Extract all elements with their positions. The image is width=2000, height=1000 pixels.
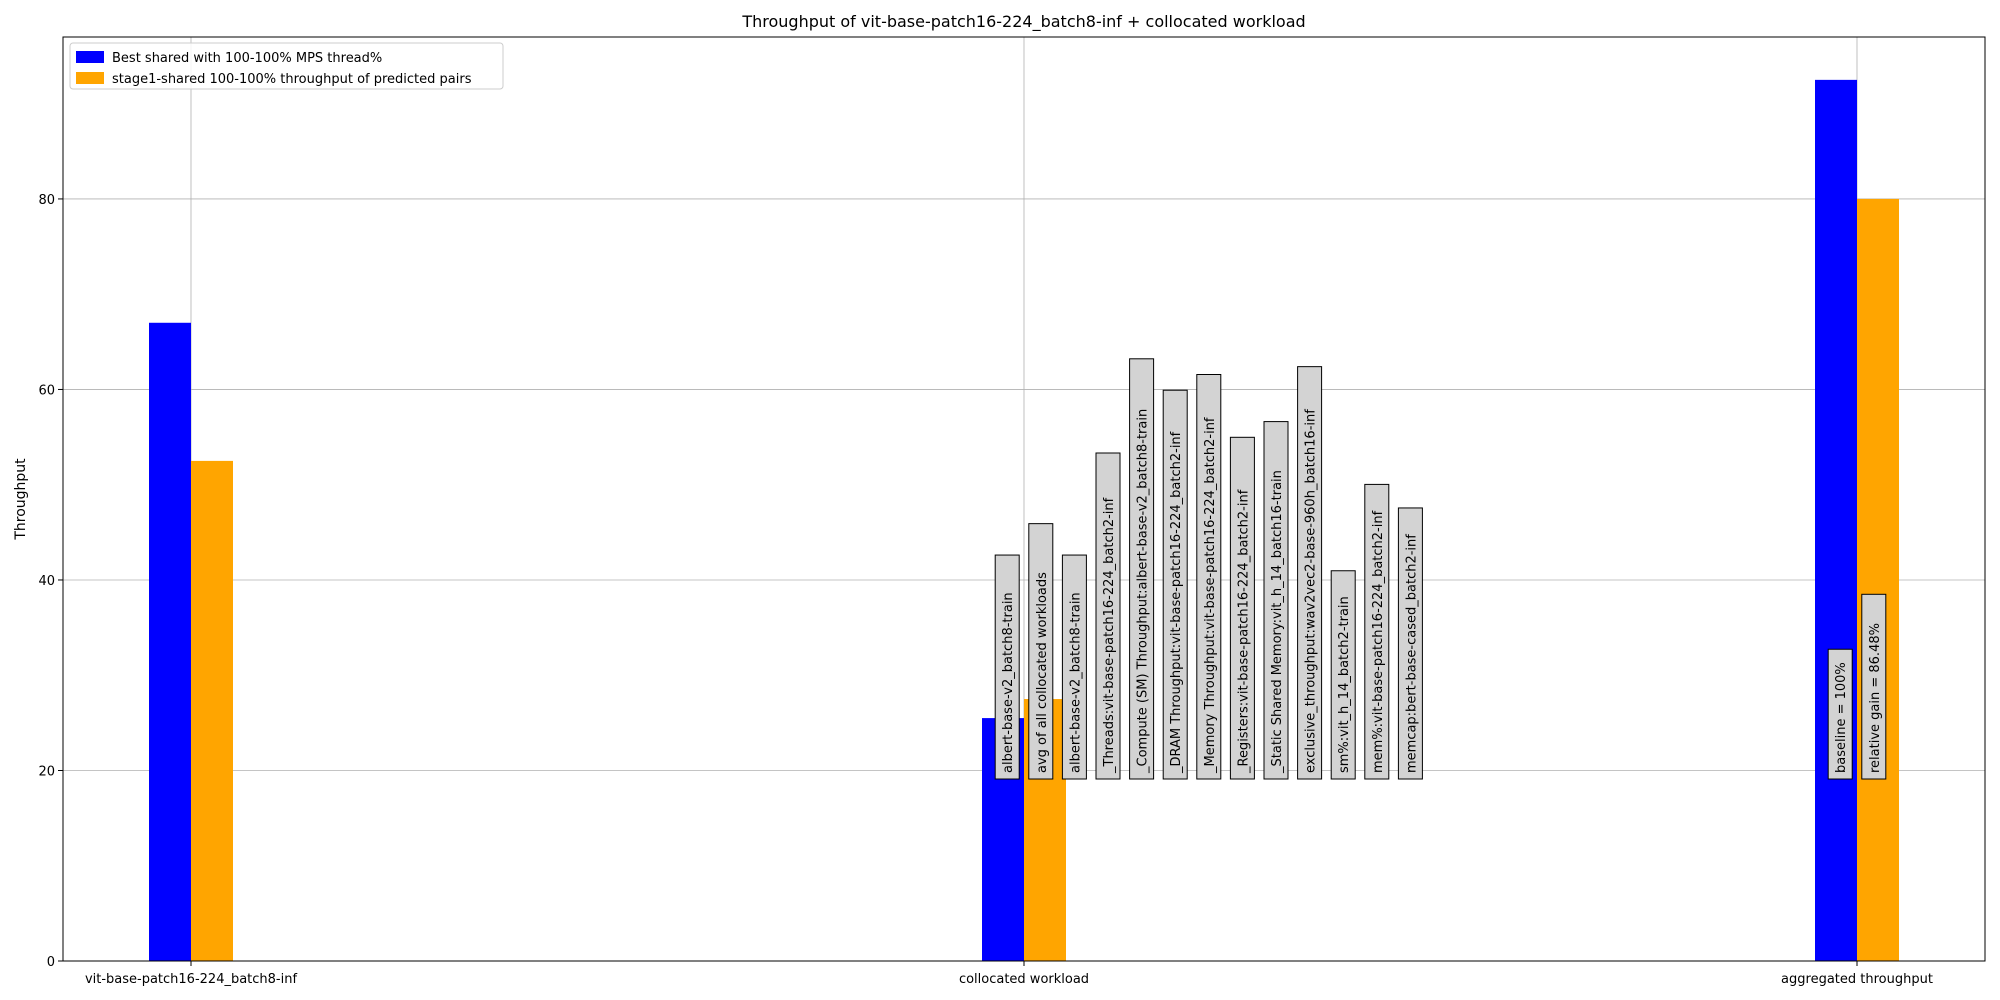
annotation-label: baseline = 100%	[1827, 648, 1853, 780]
legend-swatch	[76, 72, 104, 84]
annotation-text: sm%:vit_h_14_batch2-train	[1337, 596, 1352, 773]
annotation-box	[994, 554, 1020, 780]
annotation-text: avg of all collocated workloads	[1035, 572, 1050, 773]
bar-best-shared	[1815, 79, 1857, 962]
annotation-box	[1330, 570, 1356, 780]
annotation-text: albert-base-v2_batch8-train	[1001, 592, 1016, 773]
annotation-box	[1397, 507, 1423, 780]
x-tick-label: aggregated throughput	[1781, 972, 1933, 987]
annotation-box	[1129, 358, 1155, 780]
annotation-text: memcap:bert-base-cased_batch2-inf	[1404, 534, 1419, 773]
y-tick-label: 0	[47, 955, 55, 970]
annotation-text: _Memory Throughput:vit-base-patch16-224_…	[1203, 417, 1218, 774]
annotation-box	[1061, 554, 1087, 780]
annotation-text: mem%:vit-base-patch16-224_batch2-inf	[1371, 510, 1386, 773]
annotation-label: sm%:vit_h_14_batch2-train	[1330, 570, 1356, 780]
legend-label: Best shared with 100-100% MPS thread%	[112, 51, 382, 66]
chart-title: Throughput of vit-base-patch16-224_batch…	[741, 12, 1305, 32]
annotation-label: _Registers:vit-base-patch16-224_batch2-i…	[1229, 436, 1255, 780]
annotation-box	[1095, 452, 1121, 780]
legend-box	[69, 42, 504, 90]
y-tick-label: 60	[38, 383, 55, 398]
annotation-box	[1196, 374, 1222, 780]
annotation-label: _DRAM Throughput:vit-base-patch16-224_ba…	[1162, 389, 1188, 780]
annotation-box	[1861, 593, 1887, 780]
bar-best-shared	[149, 322, 191, 961]
annotation-label: relative gain = 86.48%	[1861, 593, 1887, 780]
annotation-box	[1297, 366, 1323, 780]
annotation-text: _Threads:vit-base-patch16-224_batch2-inf	[1102, 497, 1117, 774]
annotation-text: _DRAM Throughput:vit-base-patch16-224_ba…	[1169, 431, 1184, 774]
legend-swatch	[76, 51, 104, 63]
legend-label: stage1-shared 100-100% throughput of pre…	[112, 72, 472, 87]
y-tick-label: 80	[38, 193, 55, 208]
annotation-text: _Static Shared Memory:vit_h_14_batch16-t…	[1270, 470, 1285, 774]
annotation-box	[1028, 523, 1054, 780]
annotation-text: albert-base-v2_batch8-train	[1068, 592, 1083, 773]
annotation-label: _Static Shared Memory:vit_h_14_batch16-t…	[1263, 421, 1289, 780]
annotation-box	[1229, 436, 1255, 780]
annotation-box	[1263, 421, 1289, 780]
annotation-box	[1162, 389, 1188, 780]
annotation-text: exclusive_throughput:wav2vec2-base-960h_…	[1304, 409, 1319, 773]
annotation-label: _Compute (SM) Throughput:albert-base-v2_…	[1129, 358, 1155, 780]
annotation-label: memcap:bert-base-cased_batch2-inf	[1397, 507, 1423, 780]
bar-stage1-shared	[191, 460, 233, 961]
x-tick-label: vit-base-patch16-224_batch8-inf	[85, 972, 298, 987]
annotation-label: _Memory Throughput:vit-base-patch16-224_…	[1196, 374, 1222, 780]
annotation-text: _Compute (SM) Throughput:albert-base-v2_…	[1136, 409, 1151, 774]
annotation-label: albert-base-v2_batch8-train	[994, 554, 1020, 780]
annotation-text: relative gain = 86.48%	[1868, 623, 1883, 773]
annotation-label: avg of all collocated workloads	[1028, 523, 1054, 780]
annotation-label: mem%:vit-base-patch16-224_batch2-inf	[1364, 483, 1390, 780]
legend: Best shared with 100-100% MPS thread% sta…	[69, 42, 504, 90]
bars	[149, 79, 1899, 962]
annotation-label: exclusive_throughput:wav2vec2-base-960h_…	[1297, 366, 1323, 780]
y-axis-label: Throughput	[13, 458, 29, 541]
annotation-text: _Registers:vit-base-patch16-224_batch2-i…	[1236, 489, 1251, 774]
annotation-label: albert-base-v2_batch8-train	[1061, 554, 1087, 780]
annotation-label: _Threads:vit-base-patch16-224_batch2-inf	[1095, 452, 1121, 780]
y-tick-label: 40	[38, 574, 55, 589]
annotations: albert-base-v2_batch8-train avg of all co…	[994, 358, 1887, 780]
annotation-box	[1827, 648, 1853, 780]
annotation-box	[1364, 483, 1390, 780]
annotation-text: baseline = 100%	[1834, 662, 1849, 773]
x-tick-label: collocated workload	[959, 972, 1089, 987]
y-tick-label: 20	[38, 764, 55, 779]
axis-ticks: 0 20 40 60 80 vit-base-patch16-224_batch8-inf…	[38, 193, 1933, 987]
bar-stage1-shared	[1857, 198, 1899, 962]
